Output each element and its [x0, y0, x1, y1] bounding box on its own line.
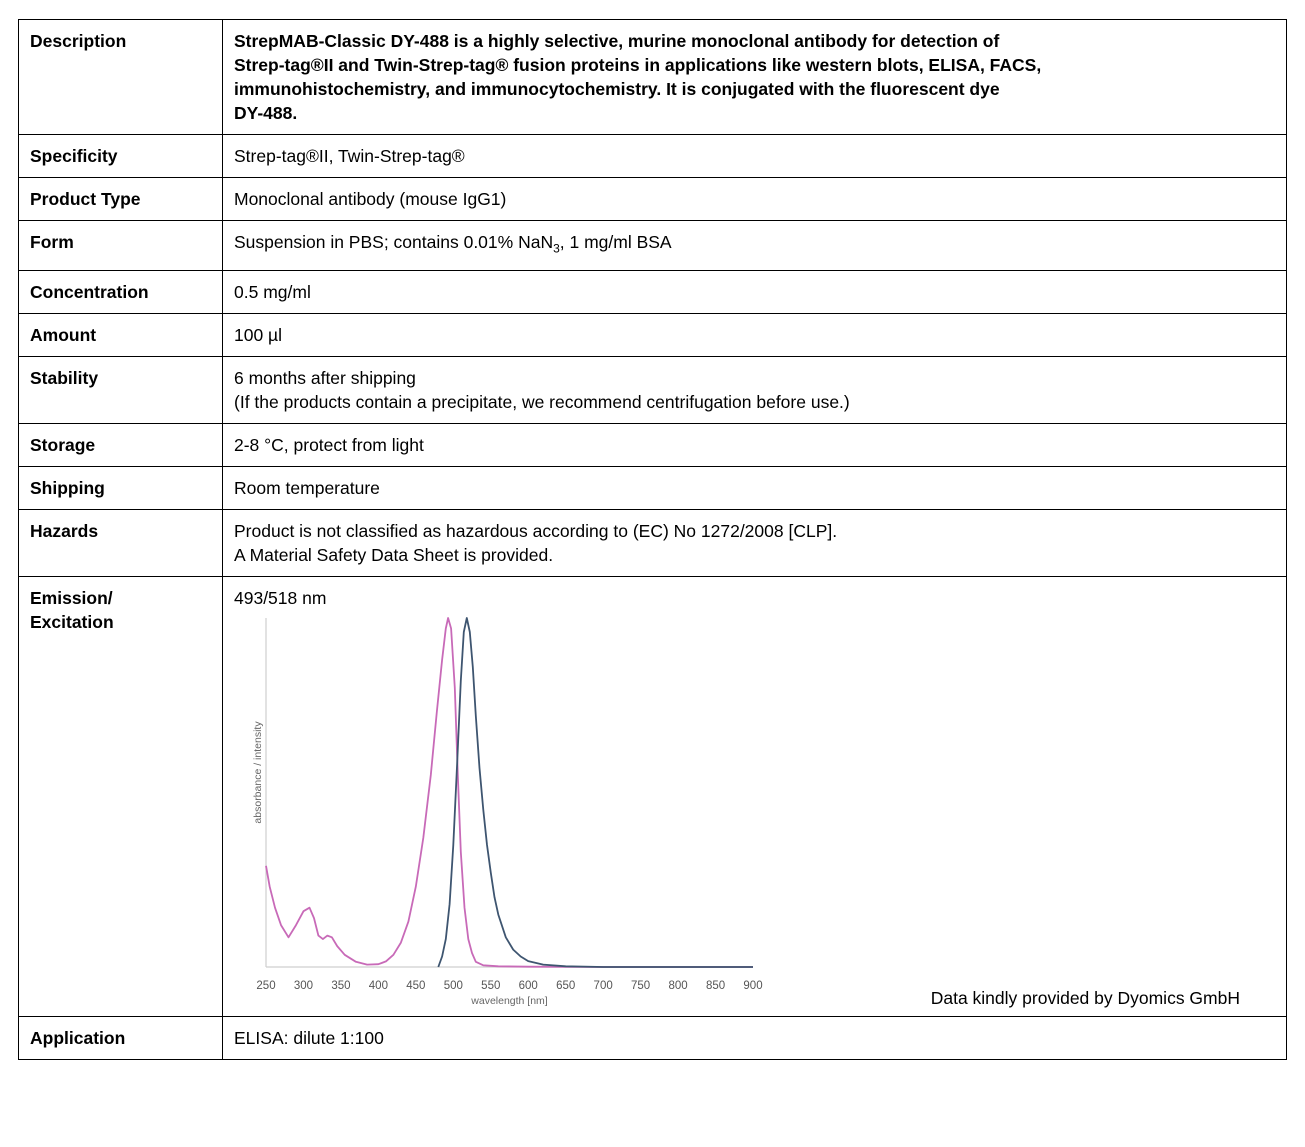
absorbance-curve: [265, 616, 753, 968]
value-line: 0.5 mg/ml: [234, 281, 311, 302]
label-text: Specificity: [30, 146, 118, 166]
value-emission-excitation: 493/518 nm Data kindly provided by Dyomic…: [222, 575, 1287, 1017]
x-tick-label: 400: [369, 980, 388, 992]
value-specificity: Strep-tag®II, Twin-Strep-tag®: [222, 134, 1287, 178]
x-tick-label: 700: [594, 980, 613, 992]
value-product-type: Monoclonal antibody (mouse IgG1): [222, 177, 1287, 221]
row-application: Application ELISA: dilute 1:100: [18, 1015, 1287, 1060]
value-line: 6 months after shipping: [234, 367, 416, 388]
row-storage: Storage 2-8 °C, protect from light: [18, 422, 1287, 467]
x-tick-label: 750: [631, 980, 650, 992]
value-amount: 100 µl: [222, 312, 1287, 357]
value-line: Strep-tag®II, Twin-Strep-tag®: [234, 146, 465, 166]
x-tick-label: 900: [743, 980, 762, 992]
value-line: Strep-tag®II and Twin-Strep-tag® fusion …: [234, 55, 1042, 75]
x-tick-label: 650: [556, 980, 575, 992]
label-description: Description: [18, 19, 223, 135]
x-tick-label: 350: [331, 980, 350, 992]
label-text: Stability: [30, 367, 99, 388]
label-text: Description: [30, 31, 127, 51]
label-application: Application: [18, 1015, 223, 1060]
label-text: Amount: [30, 324, 97, 345]
x-tick-label: 250: [256, 980, 275, 992]
x-tick-label: 600: [519, 980, 538, 992]
row-shipping: Shipping Room temperature: [18, 465, 1287, 510]
emission-curve: [437, 616, 753, 968]
label-text: Shipping: [30, 477, 105, 498]
label-text: Product Type: [30, 189, 141, 209]
label-form: Form: [18, 220, 223, 271]
form-subscript: 3: [553, 241, 560, 256]
label-stability: Stability: [18, 355, 223, 424]
row-concentration: Concentration 0.5 mg/ml: [18, 269, 1287, 314]
value-application: ELISA: dilute 1:100: [222, 1015, 1287, 1060]
y-axis-label: absorbance / intensity: [252, 720, 264, 823]
emission-excitation-value: 493/518 nm: [234, 587, 327, 608]
form-text-a: Suspension in PBS; contains 0.01% NaN: [234, 232, 554, 252]
label-text: Hazards: [30, 520, 99, 541]
value-line: (If the products contain a precipitate, …: [234, 391, 850, 412]
x-tick-label: 850: [706, 980, 725, 992]
value-line: 2-8 °C, protect from light: [234, 434, 424, 455]
value-line: Monoclonal antibody (mouse IgG1): [234, 189, 507, 209]
x-tick-label: 550: [481, 980, 500, 992]
form-text-b: , 1 mg/ml BSA: [559, 232, 672, 252]
x-tick-label: 800: [668, 980, 687, 992]
label-text: Concentration: [30, 281, 149, 302]
value-line: Product is not classified as hazardous a…: [234, 520, 838, 541]
label-text: Application: [30, 1027, 126, 1048]
product-spec-table: Description StrepMAB-Classic DY-488 is a …: [18, 19, 1287, 1060]
label-storage: Storage: [18, 422, 223, 467]
value-shipping: Room temperature: [222, 465, 1287, 510]
x-tick-label: 300: [294, 980, 313, 992]
label-amount: Amount: [18, 312, 223, 357]
row-emission-excitation: Emission/Excitation 493/518 nm Data kindly…: [18, 575, 1287, 1017]
label-line: Emission/: [30, 587, 113, 608]
label-emission-excitation: Emission/Excitation: [18, 575, 223, 1017]
value-concentration: 0.5 mg/ml: [222, 269, 1287, 314]
row-form: Form Suspension in PBS; contains 0.01% Na…: [18, 220, 1287, 271]
row-specificity: Specificity Strep-tag®II, Twin-Strep-tag®: [18, 134, 1287, 178]
value-line: Room temperature: [234, 477, 380, 498]
value-form: Suspension in PBS; contains 0.01% NaN3, …: [222, 220, 1287, 271]
spectrum-chart: Data kindly provided by Dyomics GmbH 250 3…: [234, 610, 1274, 1012]
value-storage: 2-8 °C, protect from light: [222, 422, 1287, 467]
x-tick-label: 450: [406, 980, 425, 992]
value-line: immunohistochemistry, and immunocytochem…: [234, 79, 1000, 99]
data-credit: Data kindly provided by Dyomics GmbH: [930, 987, 1240, 1008]
x-axis-label: wavelength [nm]: [470, 995, 548, 1007]
value-hazards: Product is not classified as hazardous a…: [222, 508, 1287, 577]
value-line: 100 µl: [234, 324, 283, 345]
row-stability: Stability 6 months after shipping (If the …: [18, 355, 1287, 424]
label-hazards: Hazards: [18, 508, 223, 577]
label-product-type: Product Type: [18, 177, 223, 221]
x-tick-label: 500: [444, 980, 463, 992]
value-stability: 6 months after shipping (If the products …: [222, 355, 1287, 424]
label-concentration: Concentration: [18, 269, 223, 314]
row-hazards: Hazards Product is not classified as haza…: [18, 508, 1287, 577]
label-line: Excitation: [30, 611, 114, 632]
label-specificity: Specificity: [18, 134, 223, 178]
spectrum-svg: 250 300 350 400 450 500 550 600 650 700 750 800 850 9…: [252, 616, 763, 1007]
value-description: StrepMAB-Classic DY-488 is a highly sele…: [222, 19, 1287, 135]
label-shipping: Shipping: [18, 465, 223, 510]
value-line: A Material Safety Data Sheet is provided…: [234, 544, 554, 565]
label-text: Form: [30, 232, 74, 252]
row-description: Description StrepMAB-Classic DY-488 is a …: [18, 19, 1287, 135]
row-amount: Amount 100 µl: [18, 312, 1287, 357]
value-line: StrepMAB-Classic DY-488 is a highly sele…: [234, 31, 1000, 51]
value-line: DY-488.: [234, 103, 298, 123]
label-text: Storage: [30, 434, 96, 455]
value-line: ELISA: dilute 1:100: [234, 1027, 384, 1048]
row-product-type: Product Type Monoclonal antibody (mouse I…: [18, 177, 1287, 221]
